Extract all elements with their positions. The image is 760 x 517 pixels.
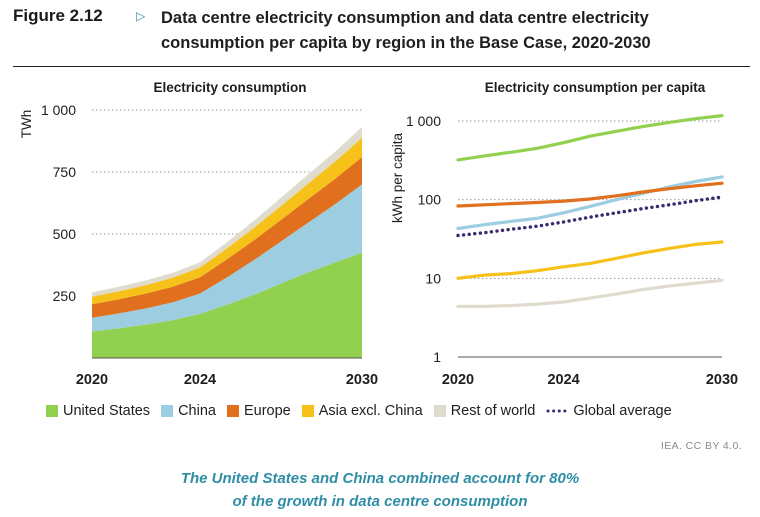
legend-swatch xyxy=(161,405,174,417)
x-tick-label: 2020 xyxy=(76,372,108,388)
line-global-average xyxy=(456,195,724,238)
charts-canvas: Electricity consumption TWh 250 500 750 1 000… xyxy=(19,80,738,388)
per-capita-chart: Electricity consumption per capita kWh pe… xyxy=(390,80,738,388)
area-europe xyxy=(92,157,362,318)
electricity-consumption-chart: Electricity consumption TWh 250 500 750 1 000… xyxy=(19,80,378,388)
legend-swatch xyxy=(301,405,314,417)
y-tick-label: 1 000 xyxy=(41,102,76,118)
x-tick-label: 2020 xyxy=(442,372,474,388)
legend-label: China xyxy=(178,403,216,419)
legend-swatch xyxy=(46,405,58,417)
legend-label: Global average xyxy=(573,403,672,419)
y-tick-label: 500 xyxy=(53,226,77,242)
triangle-arrow-icon: ▷ xyxy=(136,9,146,23)
legend-label: Asia excl. China xyxy=(318,403,423,419)
y-tick-label: 250 xyxy=(53,288,77,304)
x-tick-label: 2030 xyxy=(706,372,738,388)
legend-dotted-line-icon xyxy=(546,409,569,413)
figure-caption: The United States and China combined acc… xyxy=(0,467,760,513)
figure-label: Figure 2.12 xyxy=(13,6,103,25)
caption-line-2: of the growth in data centre consumption xyxy=(232,493,528,510)
y-tick-label: 750 xyxy=(53,164,77,180)
line-europe xyxy=(456,181,724,208)
legend: United States China Europe Asia excl. China… xyxy=(46,403,683,419)
line-china xyxy=(456,175,724,231)
legend-label: Europe xyxy=(243,403,291,419)
legend-item-united-states: United States xyxy=(46,403,150,419)
legend-swatch xyxy=(433,405,446,417)
chart-title: Electricity consumption per capita xyxy=(485,80,706,95)
legend-item-china: China xyxy=(161,403,216,419)
area-china xyxy=(92,184,362,332)
legend-swatch xyxy=(226,405,239,417)
line-asia-excl-china xyxy=(456,240,724,280)
caption-line-1: The United States and China combined acc… xyxy=(180,470,580,487)
legend-item-europe: Europe xyxy=(226,403,291,419)
legend-item-asia-excl-china: Asia excl. China xyxy=(301,403,423,419)
legend-label: United States xyxy=(63,403,151,419)
x-tick-label: 2024 xyxy=(184,372,216,388)
y-tick-label: 1 000 xyxy=(406,113,441,129)
source-note: IEA. CC BY 4.0. xyxy=(660,440,742,452)
legend-label: Rest of world xyxy=(450,403,536,419)
legend-item-global-average: Global average xyxy=(546,403,672,419)
y-tick-label: 10 xyxy=(425,270,441,286)
chart-title: Electricity consumption xyxy=(153,80,306,95)
legend-item-rest-of-world: Rest of world xyxy=(433,403,536,419)
y-axis-label: TWh xyxy=(19,110,34,139)
area-united-states xyxy=(92,252,362,358)
line-rest-of-world xyxy=(456,278,724,308)
line-united-states xyxy=(456,113,724,162)
figure-title: Data centre electricity consumption and … xyxy=(161,9,651,52)
title-divider xyxy=(13,66,750,67)
x-tick-label: 2030 xyxy=(346,372,378,388)
x-tick-label: 2024 xyxy=(547,372,579,388)
y-tick-label: 100 xyxy=(418,192,442,208)
y-axis-label: kWh per capita xyxy=(390,132,405,223)
y-tick-label: 1 xyxy=(433,349,441,365)
